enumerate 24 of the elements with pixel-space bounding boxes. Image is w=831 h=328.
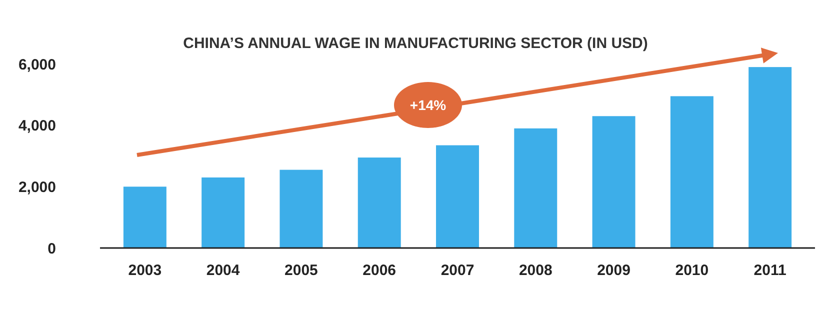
- bar: [202, 177, 245, 248]
- x-tick-label: 2004: [206, 262, 240, 279]
- bar: [514, 128, 558, 248]
- x-tick-label: 2008: [518, 262, 552, 279]
- x-tick-label: 2007: [440, 262, 474, 279]
- annotation: +14%: [410, 96, 447, 113]
- x-tick-label: 2005: [284, 262, 318, 279]
- bar: [592, 116, 636, 248]
- bar: [280, 170, 323, 248]
- bar: [358, 158, 401, 248]
- x-tick-label: 2003: [128, 262, 162, 279]
- y-tick-label: 6,000: [18, 56, 56, 74]
- bar: [123, 186, 166, 248]
- x-tick-label: 2010: [675, 262, 709, 279]
- bar: [436, 145, 479, 248]
- y-tick-label: 0: [48, 240, 56, 258]
- x-tick-label: 2006: [362, 262, 396, 279]
- y-tick-label: 2,000: [18, 178, 56, 196]
- chart-title: CHINA’S ANNUAL WAGE IN MANUFACTURING SECTOR (IN USD): [183, 35, 648, 52]
- y-tick-label: 4,000: [18, 118, 56, 135]
- bar: [748, 67, 792, 248]
- x-tick-label: 2009: [597, 262, 630, 279]
- x-tick-label: 2011: [754, 262, 786, 279]
- bar: [670, 96, 714, 248]
